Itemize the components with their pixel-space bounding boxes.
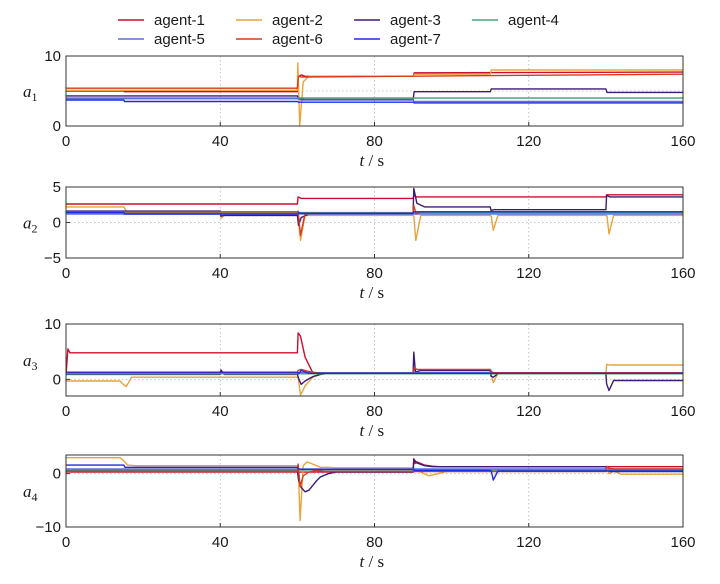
y-axis-label: a4 (23, 482, 38, 504)
y-tick-label: 0 (53, 466, 61, 483)
x-tick-label: 120 (516, 403, 541, 420)
x-tick-label: 0 (62, 403, 70, 420)
y-tick-label: 10 (44, 48, 61, 65)
legend-item-agent-1: agent-1 (118, 12, 205, 29)
y-axis-label: a2 (23, 214, 38, 236)
x-tick-label: 160 (670, 534, 695, 551)
axes-frame (65, 186, 684, 259)
series-line-agent-3 (66, 187, 683, 227)
legend-label: agent-1 (154, 12, 205, 29)
x-tick-label: 160 (670, 403, 695, 420)
x-tick-label: 160 (670, 133, 695, 150)
y-tick-label: −10 (36, 519, 61, 536)
axes-frame (65, 454, 684, 528)
x-tick-label: 0 (62, 265, 70, 282)
x-tick-label: 120 (516, 133, 541, 150)
x-tick-label: 0 (62, 534, 70, 551)
y-tick-label: 0 (53, 371, 61, 388)
x-tick-label: 80 (366, 133, 383, 150)
x-tick-label: 40 (212, 534, 229, 551)
legend-label: agent-4 (508, 12, 559, 29)
legend-label: agent-6 (272, 31, 323, 48)
legend: agent-1 agent-2 agent-3 agent-4 agent-5 agent… (118, 12, 559, 48)
series-line-agent-6 (66, 73, 683, 89)
y-tick-label: 0 (53, 215, 61, 232)
axes-frame (65, 323, 684, 397)
legend-item-agent-3: agent-3 (354, 12, 441, 29)
series-line-agent-7 (66, 464, 683, 481)
series-line-agent-7 (66, 369, 683, 375)
subplot-a1: 0 40 80 120 160 0 10 a1 t / s (23, 48, 696, 170)
legend-label: agent-5 (154, 31, 205, 48)
legend-item-agent-2: agent-2 (236, 12, 323, 29)
x-axis-label: t / s (360, 421, 385, 440)
legend-label: agent-3 (390, 12, 441, 29)
legend-item-agent-6: agent-6 (236, 31, 323, 48)
series-line-agent-5 (66, 97, 683, 103)
x-tick-label: 80 (366, 534, 383, 551)
legend-label: agent-2 (272, 12, 323, 29)
series-line-agent-7 (66, 99, 683, 104)
legend-item-agent-5: agent-5 (118, 31, 205, 48)
y-tick-label: −5 (44, 250, 61, 267)
legend-item-agent-4: agent-4 (472, 12, 559, 29)
y-tick-label: 5 (53, 179, 61, 196)
y-axis-label: a3 (23, 351, 38, 373)
x-tick-label: 40 (212, 133, 229, 150)
x-axis-label: t / s (360, 552, 385, 571)
legend-label: agent-7 (390, 31, 441, 48)
y-tick-label: 0 (53, 118, 61, 135)
x-tick-label: 80 (366, 265, 383, 282)
x-axis-label: t / s (360, 283, 385, 302)
x-tick-label: 0 (62, 133, 70, 150)
x-tick-label: 120 (516, 265, 541, 282)
x-tick-label: 40 (212, 403, 229, 420)
y-axis-label: a1 (23, 82, 38, 104)
subplot-a3: 0 40 80 120 160 0 10 a3 t / s (23, 316, 696, 440)
x-axis-label: t / s (360, 151, 385, 170)
axes-frame (65, 55, 684, 127)
x-tick-label: 40 (212, 265, 229, 282)
x-tick-label: 120 (516, 534, 541, 551)
x-tick-label: 80 (366, 403, 383, 420)
series-line-agent-7 (66, 211, 683, 215)
legend-item-agent-7: agent-7 (354, 31, 441, 48)
y-tick-label: 10 (44, 316, 61, 333)
x-tick-label: 160 (670, 265, 695, 282)
